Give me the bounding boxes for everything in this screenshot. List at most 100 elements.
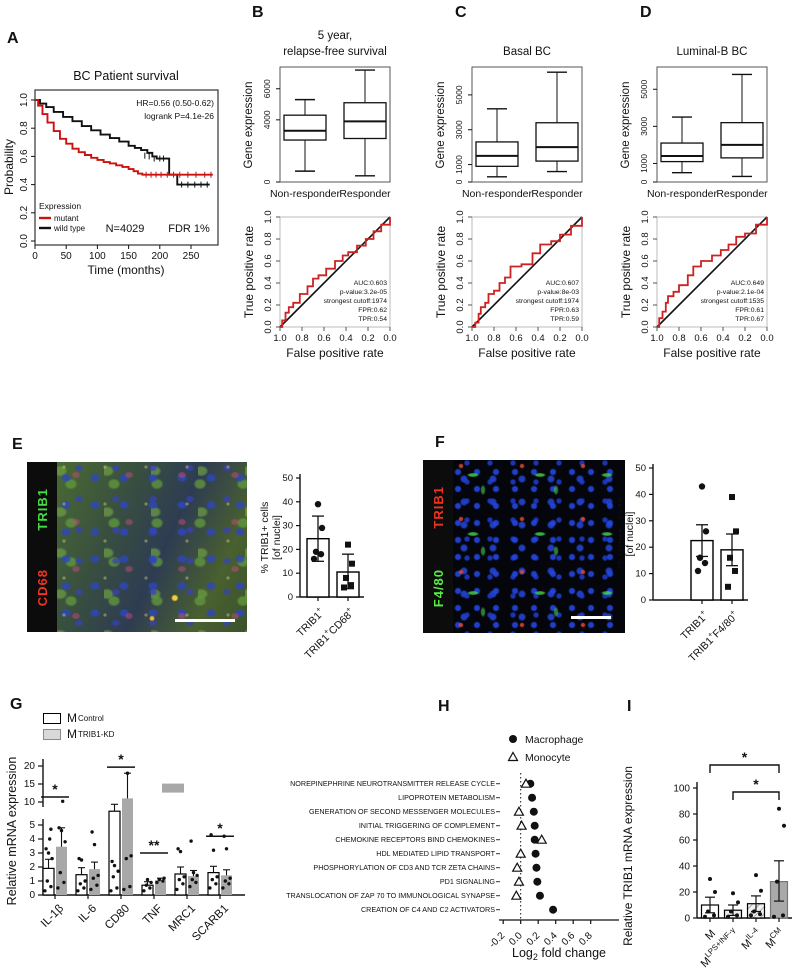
svg-text:1: 1 bbox=[29, 876, 35, 887]
svg-text:0.0: 0.0 bbox=[575, 333, 588, 344]
panel-c-roc-chart: 1.0 0.8 0.6 0.4 0.2 0.0 0.0 0.2 0.4 0.6 0.8 1.0 AUC:… bbox=[434, 210, 589, 360]
svg-text:10: 10 bbox=[282, 568, 293, 579]
svg-text:3000: 3000 bbox=[639, 117, 649, 136]
svg-text:Probability: Probability bbox=[3, 139, 16, 195]
svg-text:FPR:0.63: FPR:0.63 bbox=[550, 307, 579, 314]
svg-text:0: 0 bbox=[454, 179, 464, 184]
panel-c-boxplot: Basal BC 0 1000 3000 5000 Gene expression Non-… bbox=[435, 46, 583, 200]
svg-text:0.0: 0.0 bbox=[19, 234, 30, 248]
panel-d-letter: D bbox=[640, 4, 652, 21]
svg-text:40: 40 bbox=[635, 489, 646, 500]
svg-text:1.0: 1.0 bbox=[19, 93, 30, 107]
svg-text:Monocyte: Monocyte bbox=[525, 752, 571, 764]
svg-text:5000: 5000 bbox=[454, 85, 464, 104]
panel-f-trib1-label: TRIB1 bbox=[430, 486, 446, 529]
svg-text:0.2: 0.2 bbox=[738, 333, 751, 344]
panel-i-bar-chart: 0 20 40 60 80 100 Relative TRIB1 mRNA expressi… bbox=[621, 749, 792, 971]
svg-text:FPR:0.62: FPR:0.62 bbox=[358, 307, 387, 314]
svg-text:0: 0 bbox=[29, 890, 35, 901]
svg-text:Basal BC: Basal BC bbox=[503, 46, 551, 58]
panel-d-boxplot: Luminal-B BC 0 1000 3000 5000 Gene expression… bbox=[620, 46, 768, 200]
svg-text:0.8: 0.8 bbox=[263, 232, 274, 245]
svg-text:1.0: 1.0 bbox=[455, 210, 466, 223]
svg-text:50: 50 bbox=[282, 473, 293, 484]
svg-text:Gene expression: Gene expression bbox=[620, 82, 632, 169]
svg-text:0.8: 0.8 bbox=[19, 121, 30, 135]
svg-text:250: 250 bbox=[183, 251, 200, 262]
svg-text:0.0: 0.0 bbox=[263, 320, 274, 333]
svg-text:4000: 4000 bbox=[262, 110, 272, 129]
svg-text:20: 20 bbox=[679, 888, 691, 899]
svg-text:5000: 5000 bbox=[639, 80, 649, 99]
svg-text:*: * bbox=[217, 820, 223, 836]
panel-e-letter: E bbox=[12, 436, 23, 453]
svg-text:Log2 fold change: Log2 fold change bbox=[512, 946, 606, 962]
svg-text:CHEMOKINE RECEPTORS BIND CHEMO: CHEMOKINE RECEPTORS BIND CHEMOKINES bbox=[335, 835, 495, 844]
svg-text:-0.2: -0.2 bbox=[487, 930, 507, 950]
svg-text:TPR:0.59: TPR:0.59 bbox=[550, 316, 579, 323]
svg-text:0.0: 0.0 bbox=[455, 320, 466, 333]
panel-f-tissue-image bbox=[453, 460, 625, 633]
svg-text:IL-1β: IL-1β bbox=[39, 902, 66, 929]
svg-text:80: 80 bbox=[679, 810, 691, 821]
control-swatch bbox=[43, 712, 61, 724]
svg-text:40: 40 bbox=[282, 497, 293, 508]
svg-text:0.4: 0.4 bbox=[455, 276, 466, 289]
svg-text:MLPS+INF-γ: MLPS+INF-γ bbox=[697, 926, 742, 971]
svg-text:60: 60 bbox=[679, 836, 691, 847]
svg-text:mutant: mutant bbox=[54, 214, 79, 223]
svg-text:AUC:0.603: AUC:0.603 bbox=[354, 280, 387, 287]
svg-text:[of nuclei]: [of nuclei] bbox=[271, 515, 283, 560]
svg-text:0.8: 0.8 bbox=[455, 232, 466, 245]
svg-text:0.8: 0.8 bbox=[487, 333, 500, 344]
svg-text:0.4: 0.4 bbox=[263, 276, 274, 289]
svg-text:MIL-4: MIL-4 bbox=[737, 925, 764, 952]
panel-g-legend: M Control M TRIB1-KD bbox=[43, 710, 114, 742]
svg-text:0.6: 0.6 bbox=[317, 333, 330, 344]
svg-text:Responder: Responder bbox=[716, 188, 768, 200]
legend-kd-base: M bbox=[67, 727, 77, 741]
svg-text:PD1 SIGNALING: PD1 SIGNALING bbox=[440, 877, 496, 886]
svg-text:*: * bbox=[118, 751, 124, 767]
svg-text:Time (months): Time (months) bbox=[88, 263, 165, 277]
svg-text:True positive rate: True positive rate bbox=[619, 226, 633, 319]
svg-text:0: 0 bbox=[684, 914, 690, 925]
svg-text:FDR 1%: FDR 1% bbox=[168, 223, 210, 235]
svg-text:strongest cutoff:1974: strongest cutoff:1974 bbox=[324, 298, 388, 305]
svg-text:AUC:0.607: AUC:0.607 bbox=[546, 280, 579, 287]
panel-f-f480-label: F4/80 bbox=[430, 568, 446, 607]
svg-text:False positive rate: False positive rate bbox=[478, 346, 576, 360]
legend-m-trib1-kd: M TRIB1-KD bbox=[43, 726, 114, 742]
panel-f-label-strip: TRIB1 F4/80 bbox=[423, 460, 453, 633]
svg-text:Expression: Expression bbox=[39, 201, 81, 211]
svg-text:0.6: 0.6 bbox=[263, 254, 274, 267]
svg-text:200: 200 bbox=[151, 251, 168, 262]
svg-text:Responder: Responder bbox=[339, 188, 391, 200]
legend-control-sup: Control bbox=[78, 713, 104, 723]
svg-text:% TRIB1+ cells: % TRIB1+ cells bbox=[618, 498, 624, 570]
svg-text:FPR:0.61: FPR:0.61 bbox=[735, 307, 764, 314]
svg-text:100: 100 bbox=[89, 251, 106, 262]
svg-text:20: 20 bbox=[635, 542, 646, 553]
svg-text:Relative TRIB1 mRNA expression: Relative TRIB1 mRNA expression bbox=[621, 766, 635, 946]
svg-text:PHOSPHORYLATION OF CD3 AND TCR: PHOSPHORYLATION OF CD3 AND TCR ZETA CHAI… bbox=[313, 863, 495, 872]
svg-text:1.0: 1.0 bbox=[263, 210, 274, 223]
panel-b-letter: B bbox=[252, 4, 264, 21]
svg-text:BC Patient survival: BC Patient survival bbox=[73, 69, 179, 83]
svg-text:TRANSLOCATION OF ZAP 70 TO IMM: TRANSLOCATION OF ZAP 70 TO IMMUNOLOGICAL… bbox=[286, 891, 495, 900]
svg-text:1000: 1000 bbox=[639, 154, 649, 173]
svg-text:1.0: 1.0 bbox=[650, 333, 663, 344]
svg-text:strongest cutoff:1974: strongest cutoff:1974 bbox=[516, 298, 580, 305]
svg-text:0.8: 0.8 bbox=[295, 333, 308, 344]
svg-text:0: 0 bbox=[641, 595, 646, 606]
svg-text:0.2: 0.2 bbox=[361, 333, 374, 344]
svg-text:Gene expression: Gene expression bbox=[243, 82, 255, 169]
svg-text:10: 10 bbox=[635, 569, 646, 580]
svg-text:IL-6: IL-6 bbox=[77, 903, 100, 926]
svg-text:5: 5 bbox=[29, 820, 35, 831]
svg-text:*: * bbox=[753, 776, 759, 792]
panel-f-letter: F bbox=[435, 434, 445, 451]
svg-text:0.4: 0.4 bbox=[716, 333, 729, 344]
svg-text:p-value:2.1e-04: p-value:2.1e-04 bbox=[717, 289, 764, 296]
